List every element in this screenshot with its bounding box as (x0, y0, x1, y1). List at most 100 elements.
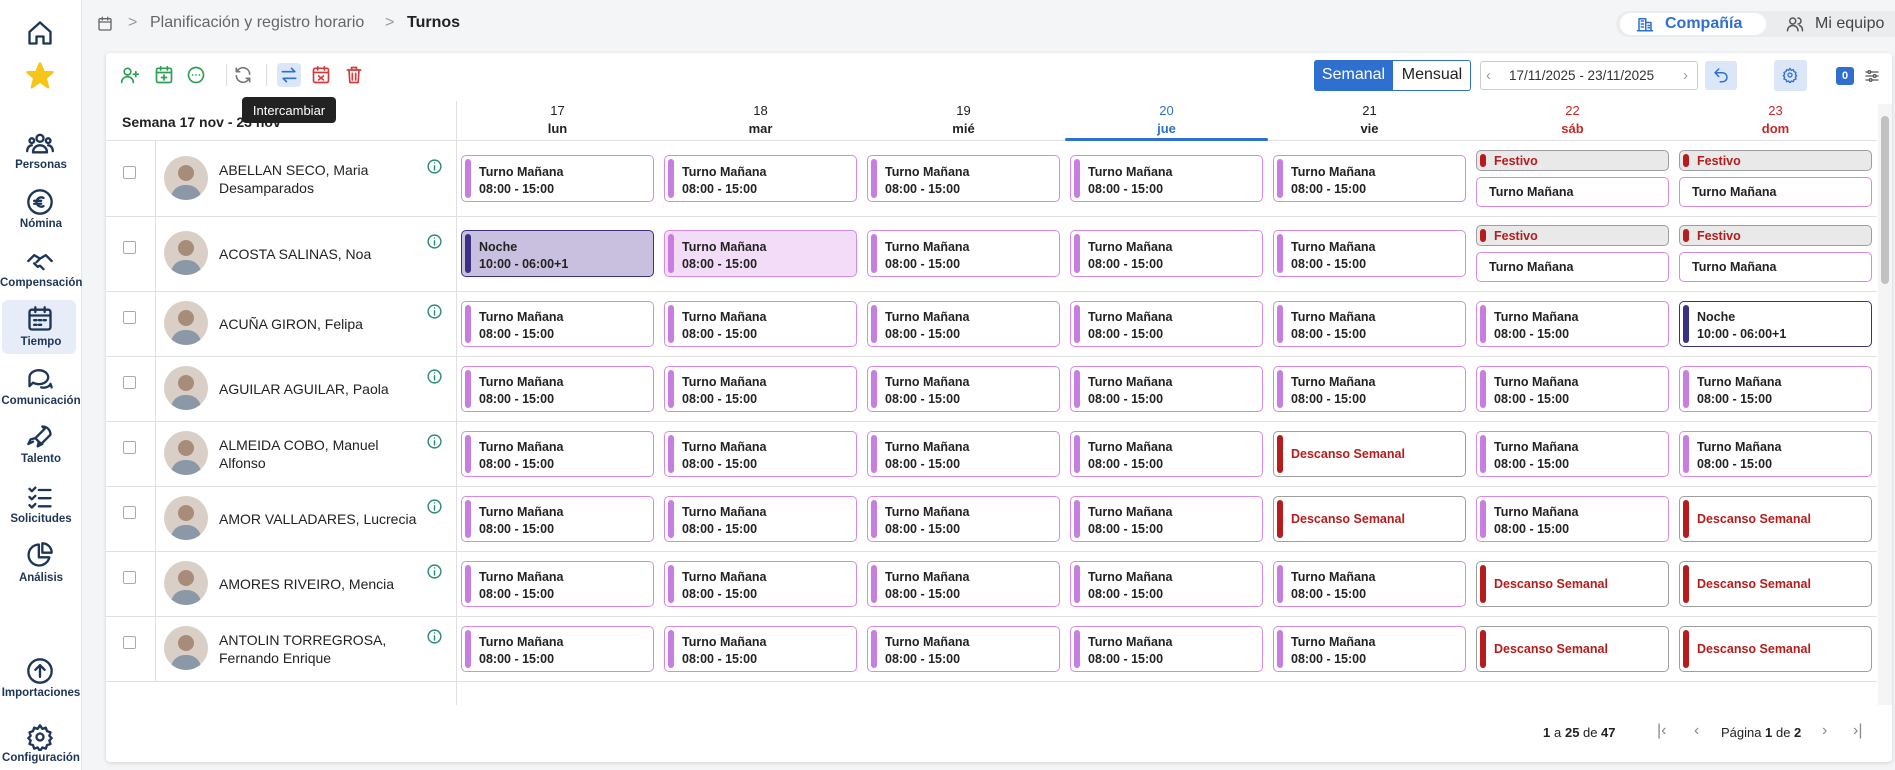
prev-page-button[interactable]: ‹ (1694, 722, 1700, 739)
shift[interactable]: Turno Mañana 08:00 - 15:00 (867, 155, 1060, 202)
last-page-button[interactable]: ›| (1853, 722, 1863, 739)
employee-name[interactable]: ABELLAN SECO, Maria Desamparados (219, 161, 369, 196)
shift[interactable]: Turno Mañana 08:00 - 15:00 (1273, 155, 1466, 202)
employee-name[interactable]: AGUILAR AGUILAR, Paola (219, 380, 389, 397)
sidebar-icon[interactable] (26, 723, 54, 753)
shift[interactable]: Descanso Semanal (1476, 625, 1669, 672)
shift[interactable]: Turno Mañana 08:00 - 15:00 (461, 625, 654, 672)
filter-button[interactable] (1864, 68, 1880, 84)
sidebar-label[interactable]: Personas (15, 159, 67, 171)
employee-name[interactable]: AMOR VALLADARES, Lucrecia (219, 510, 417, 527)
sidebar-icon[interactable] (26, 364, 54, 392)
shift[interactable]: Turno Mañana 08:00 - 15:00 (461, 155, 654, 202)
info-icon[interactable] (426, 433, 443, 450)
favorites-icon[interactable] (25, 61, 55, 91)
sidebar-label[interactable]: Talento (20, 453, 62, 465)
next-page-button[interactable]: › (1822, 722, 1828, 739)
shift[interactable]: Turno Mañana 08:00 - 15:00 (1273, 625, 1466, 672)
shift[interactable]: Noche 10:00 - 06:00+1 (1679, 300, 1872, 347)
shift[interactable]: Festivo (1679, 225, 1872, 246)
sidebar-icon[interactable] (26, 129, 54, 157)
info-icon[interactable] (426, 368, 443, 385)
employee-name[interactable]: ANTOLIN TORREGROSA, Fernando Enrique (219, 631, 387, 666)
next-button[interactable]: › (1683, 67, 1688, 84)
sidebar-label[interactable]: Comunicación (1, 395, 81, 407)
shift[interactable]: Turno Mañana 08:00 - 15:00 (664, 625, 857, 672)
shift[interactable]: Descanso Semanal (1679, 560, 1872, 607)
shift[interactable]: Turno Mañana 08:00 - 15:00 (867, 560, 1060, 607)
sidebar-label[interactable]: Configuración (2, 752, 80, 764)
employee-name[interactable]: AMORES RIVEIRO, Mencia (219, 575, 395, 592)
swap-button[interactable] (279, 65, 299, 85)
shift[interactable]: Turno Mañana 08:00 - 15:00 (1476, 495, 1669, 542)
shift[interactable]: Turno Mañana 08:00 - 15:00 (664, 430, 857, 477)
info-icon[interactable] (426, 498, 443, 515)
sidebar-label[interactable]: Análisis (18, 572, 64, 584)
tab-label[interactable]: Mi equipo (1815, 15, 1885, 32)
tab-label[interactable]: Compañía (1665, 15, 1743, 32)
sidebar-icon[interactable] (26, 483, 54, 511)
sidebar-icon[interactable] (26, 423, 54, 451)
shift[interactable]: Turno Mañana 08:00 - 15:00 (1070, 560, 1263, 607)
shift[interactable]: Turno Mañana (1476, 177, 1669, 207)
sidebar-icon[interactable] (26, 541, 54, 569)
shift[interactable]: Turno Mañana 08:00 - 15:00 (1070, 430, 1263, 477)
shift[interactable]: Turno Mañana 08:00 - 15:00 (664, 560, 857, 607)
shift[interactable]: Turno Mañana 08:00 - 15:00 (1679, 365, 1872, 412)
sidebar-label[interactable]: Nómina (19, 218, 63, 230)
shift[interactable]: Festivo (1476, 225, 1669, 246)
tab-active[interactable] (1620, 13, 1766, 35)
info-icon[interactable] (426, 158, 443, 175)
shift[interactable]: Turno Mañana 08:00 - 15:00 (1273, 300, 1466, 347)
shift[interactable]: Descanso Semanal (1273, 495, 1466, 542)
shift[interactable]: Turno Mañana (1476, 252, 1669, 282)
scrollbar-thumb[interactable] (1881, 116, 1889, 284)
shift[interactable]: Turno Mañana 08:00 - 15:00 (664, 230, 857, 277)
shift[interactable]: Turno Mañana 08:00 - 15:00 (461, 430, 654, 477)
sidebar-label[interactable]: Compensación (0, 277, 83, 289)
shift[interactable]: Noche 10:00 - 06:00+1 (461, 230, 654, 277)
shift[interactable]: Turno Mañana 08:00 - 15:00 (664, 155, 857, 202)
more-button[interactable] (186, 65, 206, 85)
checkbox[interactable] (123, 570, 136, 584)
checkbox[interactable] (123, 310, 136, 324)
view-button[interactable] (1314, 60, 1393, 91)
sidebar-label[interactable]: Tiempo (20, 336, 62, 348)
shift[interactable]: Turno Mañana 08:00 - 15:00 (1070, 230, 1263, 277)
checkbox[interactable] (123, 505, 136, 519)
shift[interactable]: Turno Mañana 08:00 - 15:00 (1070, 495, 1263, 542)
shift[interactable]: Turno Mañana 08:00 - 15:00 (1070, 155, 1263, 202)
prev-button[interactable]: ‹ (1486, 67, 1491, 84)
shift[interactable]: Turno Mañana 08:00 - 15:00 (1070, 300, 1263, 347)
employee-name[interactable]: ALMEIDA COBO, Manuel Alfonso (219, 436, 379, 471)
shift[interactable]: Turno Mañana 08:00 - 15:00 (867, 495, 1060, 542)
checkbox[interactable] (123, 440, 136, 454)
shift[interactable]: Turno Mañana 08:00 - 15:00 (1273, 230, 1466, 277)
shift[interactable]: Turno Mañana 08:00 - 15:00 (1476, 365, 1669, 412)
checkbox[interactable] (123, 375, 136, 389)
shift[interactable]: Turno Mañana 08:00 - 15:00 (1273, 365, 1466, 412)
shift[interactable]: Turno Mañana (1679, 177, 1872, 207)
delete-shift-button[interactable] (311, 65, 331, 85)
shift[interactable]: Descanso Semanal (1476, 560, 1669, 607)
shift[interactable]: Turno Mañana 08:00 - 15:00 (867, 230, 1060, 277)
delete-button[interactable] (344, 65, 364, 85)
view-label[interactable]: Mensual (1401, 66, 1463, 83)
info-icon[interactable] (426, 563, 443, 580)
home-icon[interactable] (26, 19, 54, 47)
add-person-button[interactable] (120, 65, 140, 85)
sidebar-label[interactable]: Importaciones (1, 687, 81, 699)
shift[interactable]: Turno Mañana 08:00 - 15:00 (1476, 430, 1669, 477)
date-range[interactable]: 17/11/2025 - 23/11/2025 (1509, 68, 1655, 83)
shift[interactable]: Turno Mañana 08:00 - 15:00 (867, 365, 1060, 412)
info-icon[interactable] (426, 303, 443, 320)
employee-name[interactable]: ACUÑA GIRON, Felipa (219, 315, 363, 332)
shift[interactable]: Turno Mañana 08:00 - 15:00 (867, 300, 1060, 347)
shift[interactable]: Turno Mañana 08:00 - 15:00 (1273, 560, 1466, 607)
shift[interactable]: Turno Mañana 08:00 - 15:00 (1476, 300, 1669, 347)
view-label[interactable]: Semanal (1321, 66, 1386, 83)
shift[interactable]: Descanso Semanal (1679, 625, 1872, 672)
shift[interactable]: Turno Mañana 08:00 - 15:00 (461, 365, 654, 412)
refresh-button[interactable] (233, 65, 253, 85)
info-icon[interactable] (426, 233, 443, 250)
